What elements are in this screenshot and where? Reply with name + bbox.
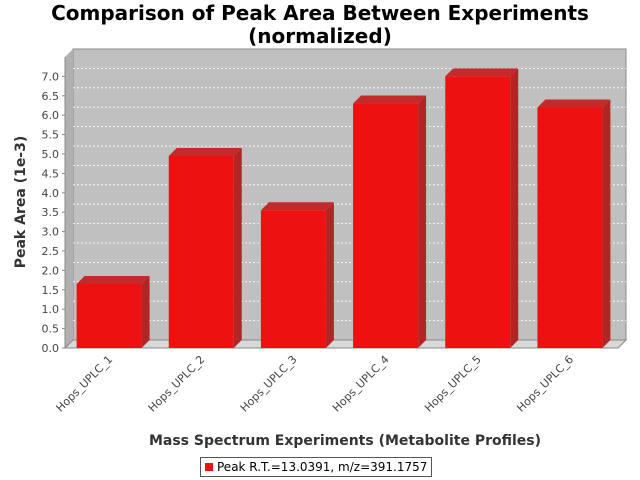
x-tick-label: Hops_UPLC_1: [54, 353, 116, 415]
gridlines: [73, 68, 626, 322]
y-tick-label: 2.5: [42, 245, 60, 258]
y-tick-label: 5.0: [42, 148, 60, 161]
x-axis-label: Mass Spectrum Experiments (Metabolite Pr…: [149, 433, 541, 449]
x-tick-label: Hops_UPLC_4: [330, 353, 392, 415]
y-tick-label: 6.0: [42, 109, 60, 122]
legend: Peak R.T.=13.0391, m/z=391.1757: [200, 457, 433, 477]
bar-side: [510, 68, 519, 349]
bar-Hops_UPLC_5: [445, 76, 511, 349]
chart-title-line2: (normalized): [248, 24, 392, 48]
bar-top: [353, 95, 427, 104]
y-tick-label: 0.5: [42, 323, 60, 336]
bar-top: [260, 202, 334, 211]
y-axis: 0.0 0.5 1.0 1.5 2.0 2.5 3.0 3.5 4.0 4.5 5.0 5.5 6.0 6…: [42, 57, 66, 355]
y-tick-label: 5.5: [42, 129, 60, 142]
x-tick-label: Hops_UPLC_6: [514, 353, 576, 415]
y-tick-label: 0.0: [42, 342, 60, 355]
y-tick-label: 7.0: [42, 70, 60, 83]
y-tick-label: 2.0: [42, 264, 60, 277]
y-tick-label: 3.5: [42, 206, 60, 219]
bar-side: [233, 147, 242, 348]
bar-Hops_UPLC_2: [168, 155, 234, 348]
legend-swatch: [205, 463, 213, 471]
bar-top: [168, 147, 242, 156]
bar-Hops_UPLC_6: [537, 107, 603, 348]
x-tick-label: Hops_UPLC_2: [146, 353, 208, 415]
y-tick-label: 1.0: [42, 303, 60, 316]
y-tick-label: 4.5: [42, 167, 60, 180]
y-tick-label: 1.5: [42, 284, 60, 297]
x-tick-label: Hops_UPLC_3: [238, 353, 300, 415]
bar-Hops_UPLC_4: [353, 103, 419, 348]
x-tick-label: Hops_UPLC_5: [422, 353, 484, 415]
bar-side: [141, 275, 150, 348]
chart-title: Comparison of Peak Area Between Experime…: [0, 2, 640, 48]
y-tick-label: 4.0: [42, 187, 60, 200]
bar-top: [76, 275, 150, 284]
bar-Hops_UPLC_3: [260, 210, 326, 348]
plot-left-wall: [65, 49, 73, 348]
bar-top: [445, 68, 519, 77]
bar-top: [537, 99, 611, 108]
legend-series-name: Peak R.T.=13.0391, m/z=391.1757: [217, 460, 428, 474]
bar-side: [602, 99, 611, 348]
x-axis: Hops_UPLC_1 Hops_UPLC_2 Hops_UPLC_3 Hops_UP…: [54, 353, 577, 415]
chart-title-line1: Comparison of Peak Area Between Experime…: [51, 1, 589, 25]
bar-side: [325, 202, 334, 348]
y-axis-label: Peak Area (1e-3): [13, 136, 29, 269]
bar-Hops_UPLC_1: [76, 283, 142, 348]
y-tick-label: 6.5: [42, 90, 60, 103]
bar-side: [418, 95, 427, 348]
bars: [76, 68, 611, 349]
y-tick-label: 3.0: [42, 226, 60, 239]
